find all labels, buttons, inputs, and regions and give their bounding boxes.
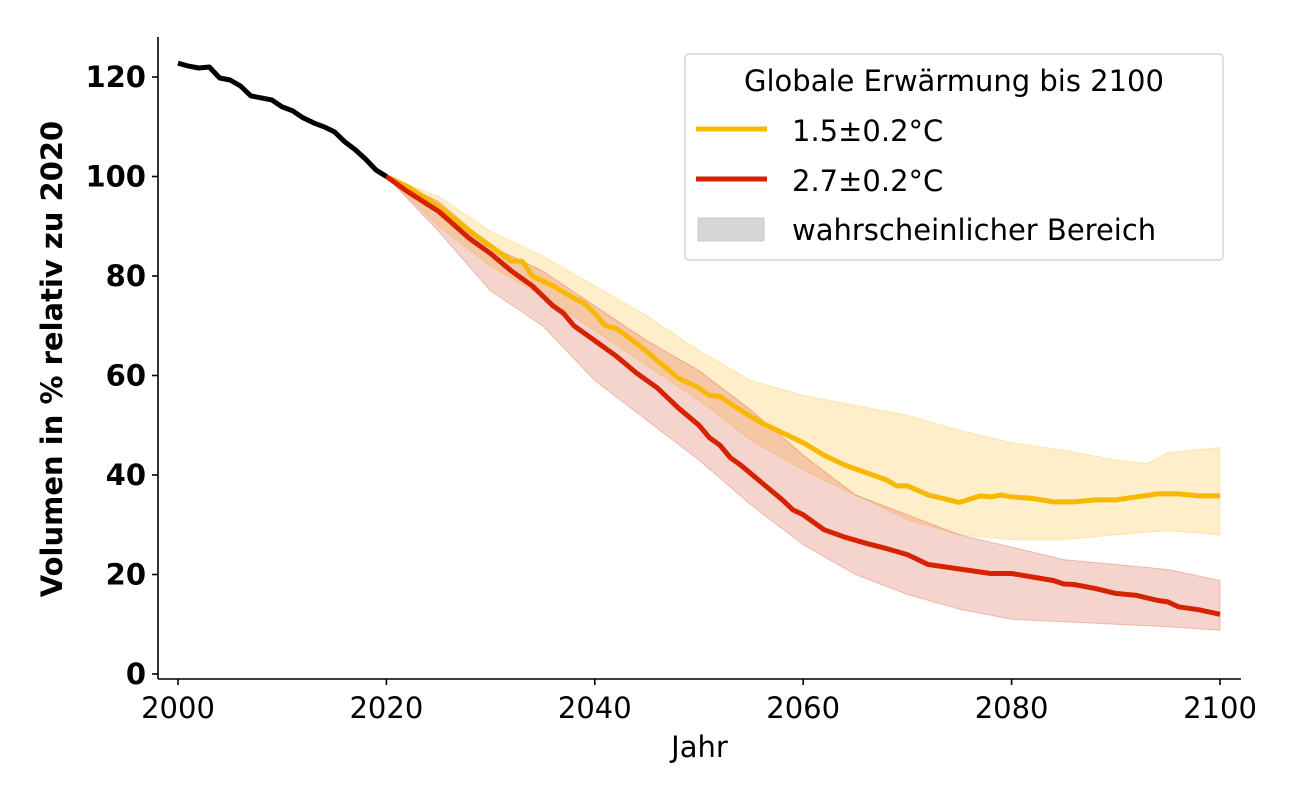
x-tick-label: 2100 <box>1183 691 1257 725</box>
y-tick-label: 80 <box>106 259 146 293</box>
legend-label-1-5c: 1.5±0.2°C <box>792 114 943 148</box>
x-axis-label: Jahr <box>669 730 728 764</box>
likely-range-band-2-7c <box>386 176 1221 631</box>
y-axis-label: Volumen in % relativ zu 2020 <box>35 121 69 597</box>
x-tick-label: 2020 <box>349 691 423 725</box>
x-axis-ticks: 2000 2020 2040 2060 2080 2100 <box>141 679 1257 725</box>
series-lines <box>177 60 1221 617</box>
y-tick-label: 60 <box>106 359 146 393</box>
series-line-1-5c <box>385 174 1220 505</box>
y-axis-ticks: 0 20 40 60 80 100 120 <box>85 60 158 691</box>
x-tick-label: 2060 <box>766 691 840 725</box>
y-tick-label: 0 <box>126 657 146 691</box>
y-tick-label: 100 <box>85 160 146 194</box>
x-tick-label: 2080 <box>975 691 1049 725</box>
x-tick-label: 2000 <box>141 691 215 725</box>
y-tick-label: 20 <box>106 558 146 592</box>
legend: Globale Erwärmung bis 2100 1.5±0.2°C 2.7… <box>684 53 1224 261</box>
historical-line <box>177 60 388 179</box>
series-line-2-7c <box>384 174 1221 617</box>
x-tick-label: 2040 <box>558 691 632 725</box>
legend-label-2-7c: 2.7±0.2°C <box>792 164 943 198</box>
legend-swatch-likely-range <box>697 217 765 242</box>
legend-label-likely-range: wahrscheinlicher Bereich <box>792 213 1156 247</box>
likely-range-band-1-5c <box>386 176 1221 541</box>
uncertainty-bands <box>386 176 1221 631</box>
legend-frame <box>684 53 1224 261</box>
legend-title: Globale Erwärmung bis 2100 <box>744 64 1164 98</box>
y-tick-label: 120 <box>85 60 146 94</box>
y-tick-label: 40 <box>106 458 146 492</box>
